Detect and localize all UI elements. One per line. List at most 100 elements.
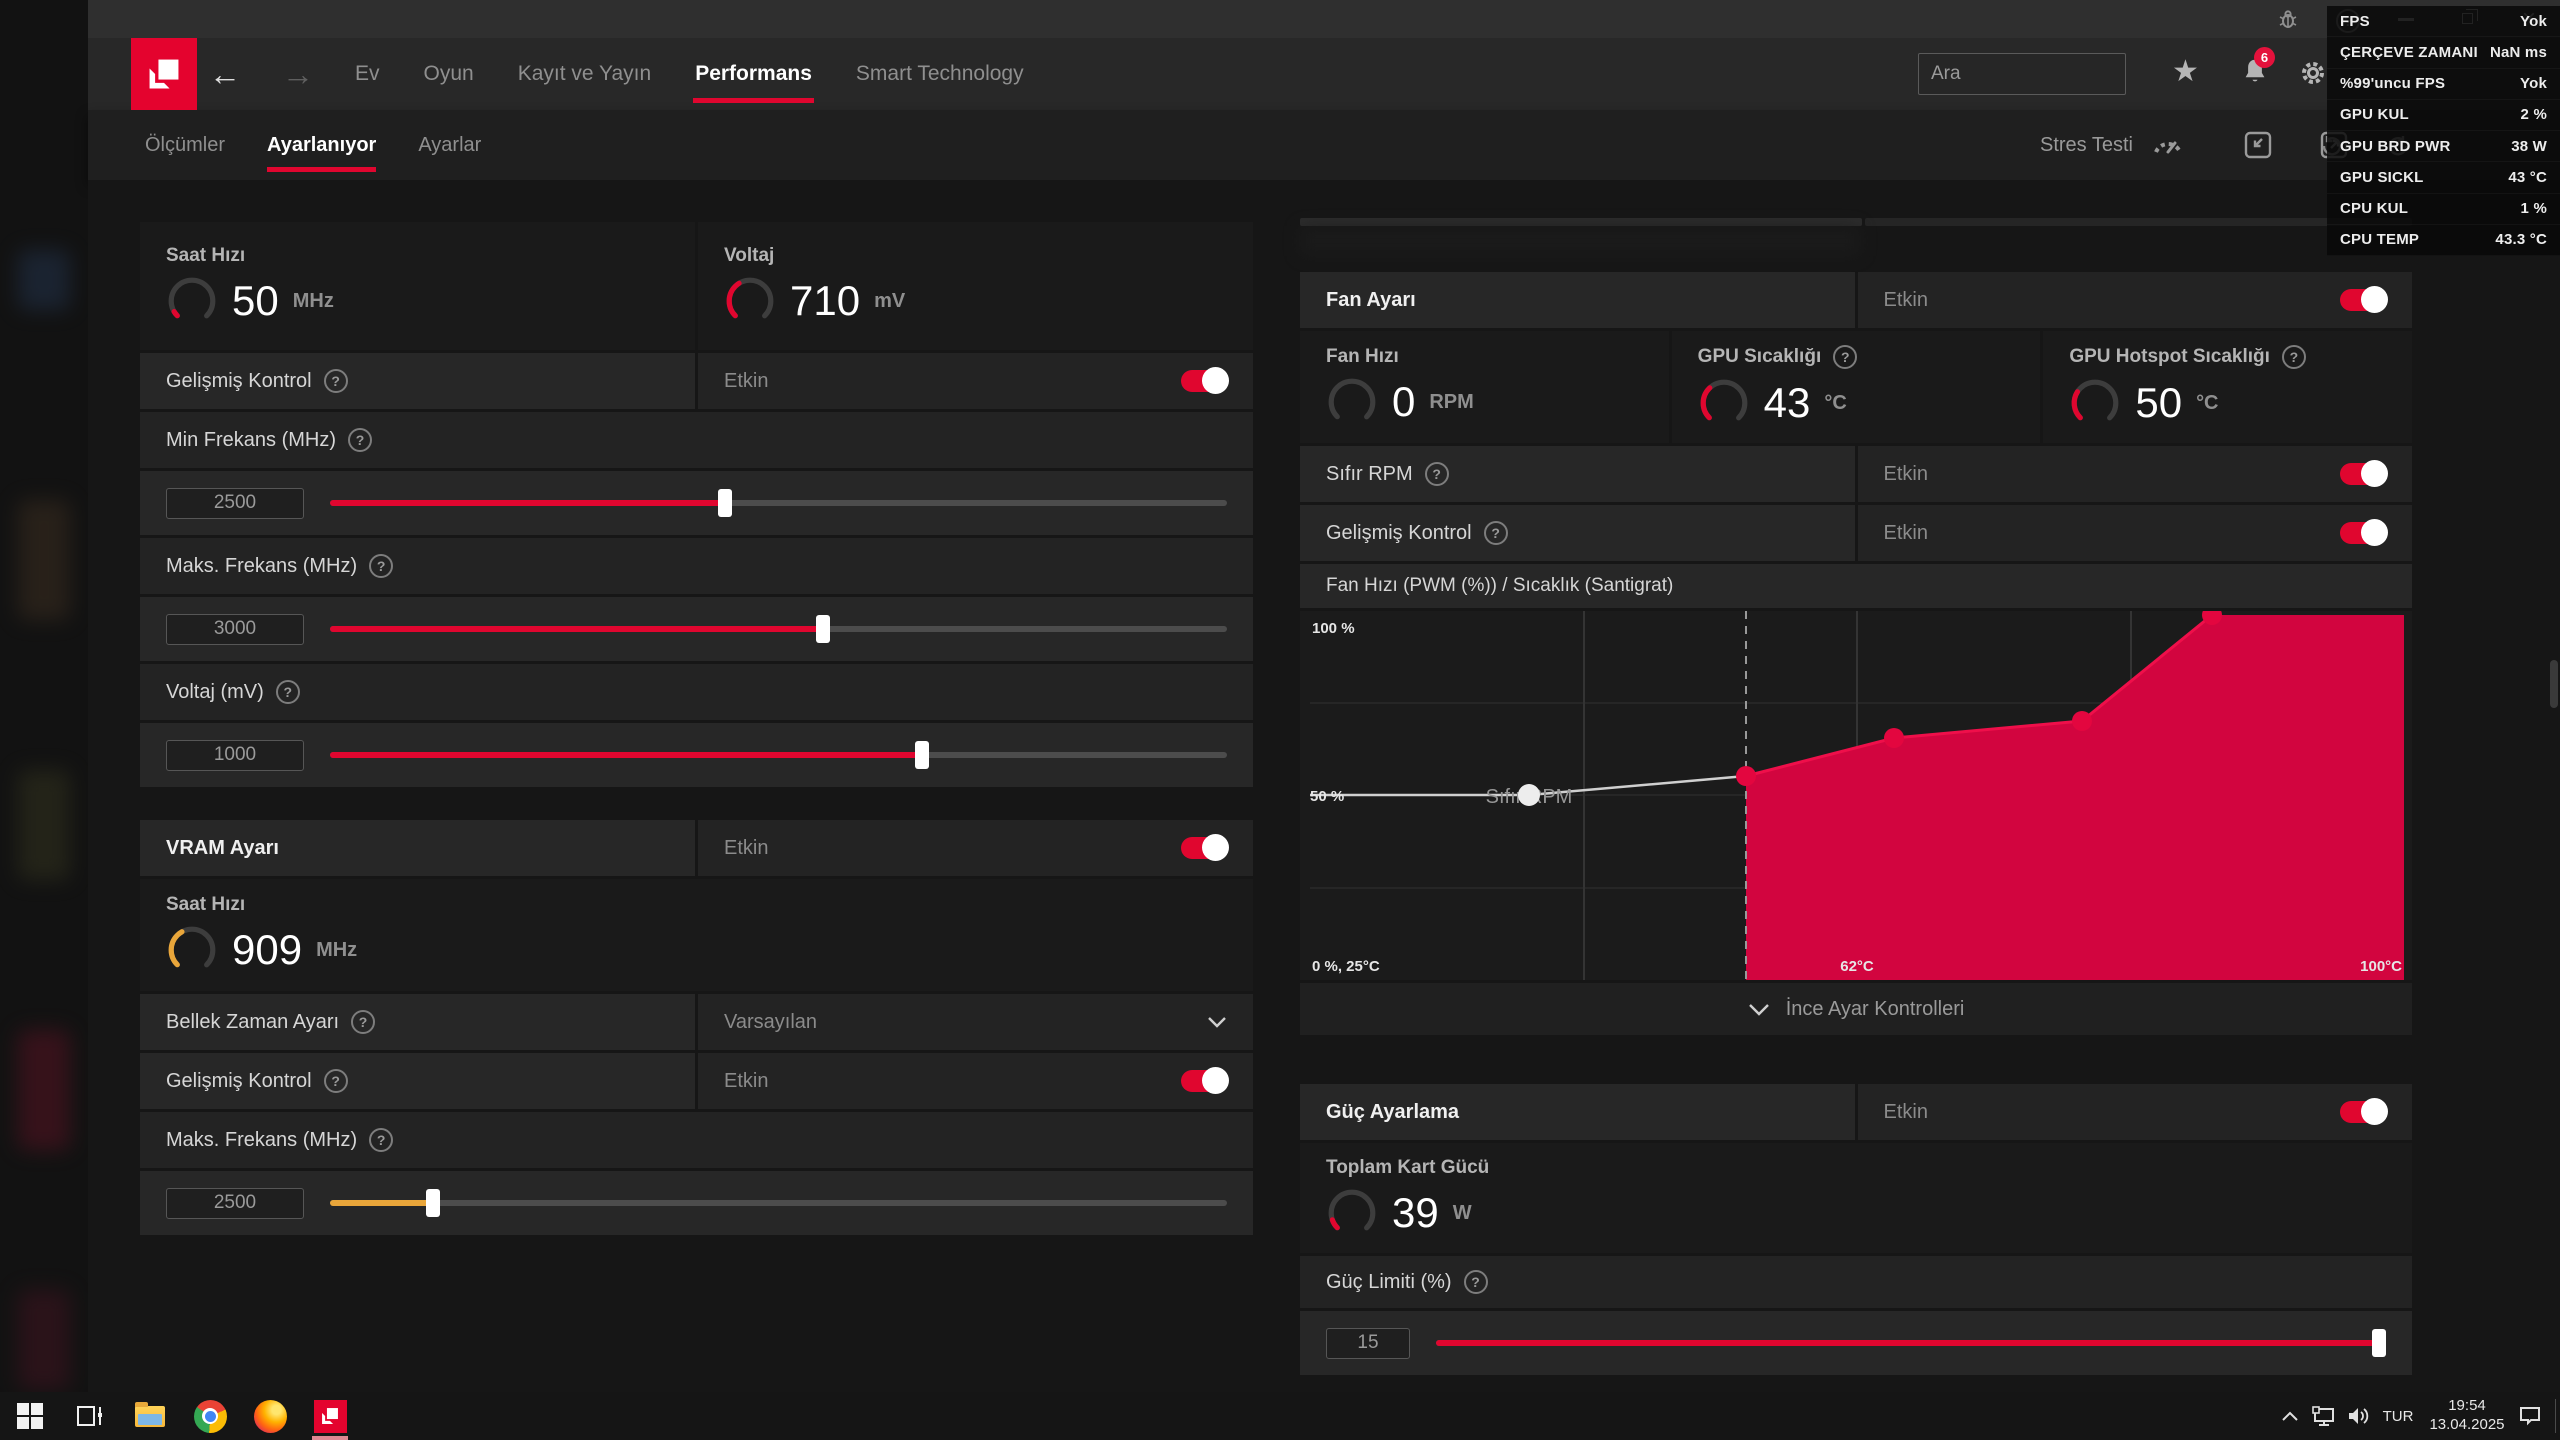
fan-curve-point-2[interactable] [1884, 728, 1904, 748]
tab-performance[interactable]: Performans [693, 38, 814, 110]
fan-tuning-panel: Fan Ayarı Etkin Fan Hızı 0 RPM GPU Sıcak… [1300, 272, 2413, 1035]
board-power-value: 39 [1392, 1189, 1439, 1236]
help-icon[interactable] [2281, 345, 2306, 369]
vram-clock-gauge-icon [168, 926, 216, 974]
forward-arrow-icon[interactable]: → [282, 55, 314, 92]
overlay-row: GPU SICKL 43 °C [2327, 162, 2560, 194]
tab-record-stream[interactable]: Kayıt ve Yayın [517, 62, 652, 85]
start-button[interactable] [0, 1392, 60, 1440]
clock[interactable]: 19:54 13.04.2025 [2421, 1397, 2513, 1435]
overlay-row: FPS Yok [2327, 6, 2560, 38]
gear-icon[interactable] [2298, 58, 2328, 88]
task-view-button[interactable] [60, 1392, 120, 1440]
voltage-mv-slider[interactable] [330, 740, 1227, 770]
chrome-button[interactable] [180, 1392, 240, 1440]
x-axis-max-label: 100°C [2360, 958, 2402, 975]
firefox-icon [253, 1399, 287, 1433]
min-freq-input[interactable]: 2500 [166, 487, 304, 519]
help-icon[interactable] [1463, 1270, 1488, 1294]
backdrop-thumbnail [18, 250, 70, 310]
file-explorer-button[interactable] [120, 1392, 180, 1440]
firefox-button[interactable] [240, 1392, 300, 1440]
gpu-advanced-toggle[interactable] [1181, 367, 1229, 394]
help-icon[interactable] [323, 1069, 348, 1093]
zero-rpm-point[interactable] [1518, 784, 1540, 806]
tab-home[interactable]: Ev [355, 62, 380, 85]
tray-expand-button[interactable] [2273, 1392, 2307, 1440]
slider-handle[interactable] [915, 741, 930, 769]
fan-enable-toggle[interactable] [2340, 286, 2388, 313]
vram-advanced-toggle[interactable] [1181, 1067, 1229, 1094]
fan-speed-tile: Fan Hızı 0 RPM [1300, 331, 1669, 443]
subtab-metrics[interactable]: Ölçümler [145, 133, 226, 156]
help-icon[interactable] [348, 428, 373, 452]
windows-logo-icon [17, 1403, 43, 1429]
slider-handle[interactable] [816, 615, 831, 643]
volume-tray-button[interactable] [2341, 1392, 2375, 1440]
subtab-settings[interactable]: Ayarlar [418, 133, 482, 156]
scrollbar-thumb[interactable] [2550, 660, 2558, 708]
zero-rpm-toggle[interactable] [2340, 460, 2388, 487]
help-icon[interactable] [323, 369, 348, 393]
vram-max-freq-input[interactable]: 2500 [166, 1187, 304, 1219]
language-indicator[interactable]: TUR [2382, 1407, 2414, 1425]
fan-curve-point-3[interactable] [2072, 711, 2092, 731]
min-freq-slider[interactable] [330, 488, 1227, 518]
network-tray-button[interactable] [2307, 1392, 2341, 1440]
power-limit-slider[interactable] [1436, 1328, 2386, 1358]
voltage-mv-input[interactable]: 1000 [166, 739, 304, 771]
help-icon[interactable] [1483, 521, 1508, 545]
power-state: Etkin [1883, 1100, 1928, 1123]
help-icon[interactable] [1833, 345, 1858, 369]
back-arrow-icon[interactable]: ← [209, 55, 241, 92]
vram-max-freq-label: Maks. Frekans (MHz) [166, 1128, 358, 1151]
slider-handle[interactable] [2372, 1329, 2386, 1357]
amd-logo[interactable] [131, 38, 197, 110]
bug-report-icon[interactable] [2276, 7, 2300, 31]
fan-curve-point-4[interactable] [2202, 611, 2222, 625]
help-icon[interactable] [1424, 462, 1449, 486]
vram-advanced-label: Gelişmiş Kontrol [166, 1069, 312, 1092]
max-freq-slider[interactable] [330, 614, 1227, 644]
slider-handle[interactable] [426, 1189, 441, 1217]
backdrop-thumbnail [18, 770, 70, 880]
fine-tuning-expander[interactable]: İnce Ayar Kontrolleri [1300, 983, 2412, 1035]
fan-curve-point-1[interactable] [1736, 766, 1756, 786]
stress-test-control[interactable]: Stres Testi [2040, 110, 2349, 180]
import-profile-icon[interactable] [2243, 130, 2273, 160]
overlay-row: ÇERÇEVE ZAMANI NaN ms [2327, 37, 2560, 69]
gpu-tuning-panel: Saat Hızı 50 MHz Voltaj 710 mV [140, 222, 1253, 787]
power-enable-toggle[interactable] [2340, 1098, 2388, 1125]
tab-gaming[interactable]: Oyun [423, 62, 474, 85]
fan-advanced-state: Etkin [1883, 521, 1928, 544]
help-icon[interactable] [351, 1010, 376, 1034]
vram-max-freq-slider[interactable] [330, 1188, 1227, 1218]
board-power-unit: W [1452, 1201, 1472, 1224]
tab-smart-technology[interactable]: Smart Technology [855, 62, 1024, 85]
power-limit-input[interactable]: 15 [1326, 1327, 1410, 1359]
help-icon[interactable] [369, 1128, 394, 1152]
x-axis-mid-label: 62°C [1840, 958, 1874, 975]
gpu-temp-unit: °C [1824, 391, 1847, 414]
background-window-strip [0, 0, 88, 1392]
search-box[interactable] [1918, 53, 2178, 95]
slider-handle[interactable] [717, 489, 732, 517]
memory-timing-dropdown[interactable]: Varsayılan [698, 994, 1253, 1050]
power-tuning-panel: Güç Ayarlama Etkin Toplam Kart Gücü 39 W… [1300, 1084, 2412, 1375]
stress-test-label: Stres Testi [2040, 133, 2133, 156]
help-icon[interactable] [369, 554, 394, 578]
search-input[interactable] [1929, 62, 2178, 86]
show-desktop-divider[interactable] [2555, 1399, 2556, 1433]
subtab-tuning[interactable]: Ayarlanıyor [267, 110, 377, 180]
amd-adrenalin-button[interactable] [300, 1392, 360, 1440]
vram-enable-toggle[interactable] [1181, 834, 1229, 861]
notifications-bell[interactable]: 6 [2240, 47, 2275, 91]
zero-rpm-state: Etkin [1883, 462, 1928, 485]
power-limit-label: Güç Limiti (%) [1326, 1270, 1452, 1293]
fan-advanced-toggle[interactable] [2340, 519, 2388, 546]
favorites-star-icon[interactable]: ★ [2172, 55, 2199, 88]
action-center-button[interactable] [2513, 1392, 2547, 1440]
chevron-up-icon [2282, 1411, 2298, 1421]
help-icon[interactable] [275, 680, 300, 704]
max-freq-input[interactable]: 3000 [166, 613, 304, 645]
